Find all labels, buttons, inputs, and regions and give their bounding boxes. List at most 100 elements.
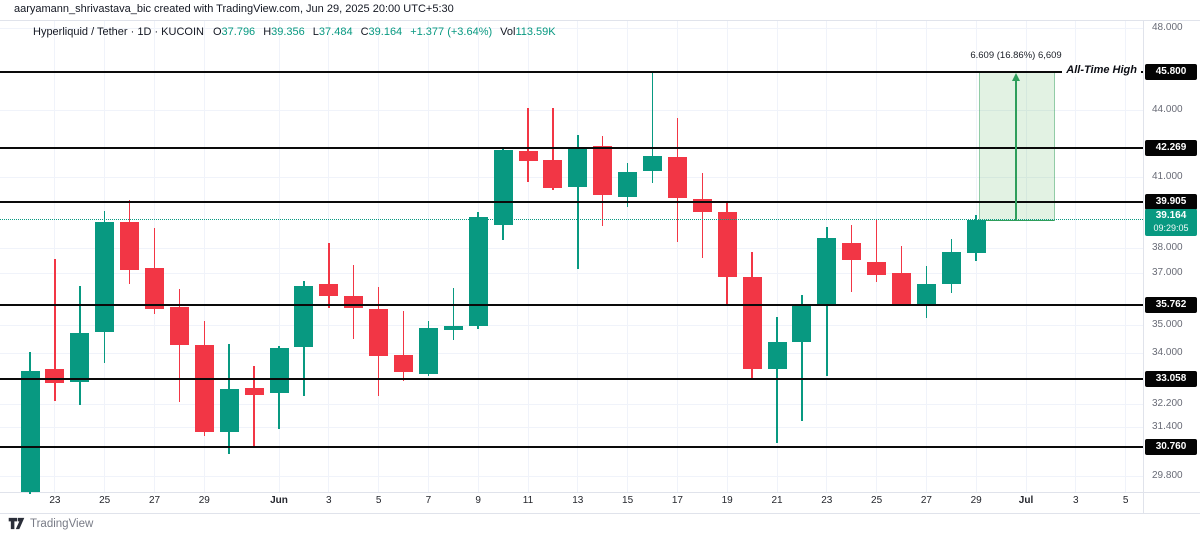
time-axis[interactable]: 23 25 27 29 Jun 3 5 7 9 11 13 15 17 19 21 23 25 27 29 Jul 3 5 (0, 492, 1143, 513)
candle-body (643, 156, 662, 172)
candle-wick (54, 259, 56, 402)
vertical-gridline (427, 21, 429, 492)
price-axis-divider (1143, 21, 1144, 513)
legend-ohlc-token: Vol113.59K (500, 26, 556, 38)
candle-wick (328, 243, 330, 309)
vertical-gridline (378, 21, 380, 492)
candle-body (219, 389, 239, 432)
time-tick-label: 7 (425, 495, 432, 506)
candle-body (892, 273, 911, 305)
candle-body (294, 286, 314, 347)
time-tick-label: 23 (821, 495, 833, 506)
time-tick-label: 13 (572, 495, 584, 506)
candle-body (493, 150, 513, 225)
candle-body (618, 172, 638, 197)
candle-wick (875, 219, 878, 282)
candle-wick (178, 289, 181, 402)
candle-body (45, 368, 65, 383)
candle-body (742, 277, 762, 369)
chart-canvas[interactable]: 6.609 (16.86%) 6,609 All-Time High (0, 21, 1143, 494)
candle-body (867, 261, 887, 275)
candle-wick (651, 72, 654, 183)
projection-arrow-line[interactable] (1015, 80, 1017, 220)
symbol-legend: Hyperliquid / Tether · 1D · KUCOIN O37.7… (33, 24, 556, 40)
legend-ohlc-token: O37.796 (212, 26, 256, 38)
price-tick-label: 32.200 (1152, 397, 1183, 409)
tradingview-logo[interactable]: TradingView (8, 517, 93, 530)
price-level-badge: 42.269 (1145, 139, 1197, 156)
time-tick-label: Jun (270, 495, 288, 506)
time-tick-label: 3 (326, 495, 332, 506)
time-tick-label: 25 (871, 495, 883, 506)
vertical-gridline (278, 21, 280, 492)
vertical-gridline (776, 21, 778, 492)
candle-body (842, 243, 862, 260)
time-tick-label: 15 (622, 495, 634, 506)
candle-wick (402, 311, 405, 381)
symbol-title[interactable]: Hyperliquid / Tether · 1D · KUCOIN (33, 26, 204, 38)
candle-wick (253, 365, 255, 447)
vertical-gridline (1025, 21, 1027, 492)
candle-wick (801, 295, 803, 421)
candle-wick (701, 173, 704, 258)
time-tick-label: 29 (970, 495, 982, 506)
horizontal-gridline (0, 273, 1143, 275)
candle-body (145, 267, 164, 310)
candle-body (792, 305, 812, 342)
legend-ohlc-token: C39.164 (360, 26, 403, 38)
price-level-badge: 30.760 (1145, 438, 1197, 455)
price-level-badge: 35.762 (1145, 297, 1197, 314)
price-level-line[interactable] (0, 304, 1143, 307)
measured-move-label[interactable]: 6.609 (16.86%) 6,609 (970, 50, 1062, 61)
ohlc-values: O37.796 H39.356 L37.484 C39.164 +1.377 (+3.6… (213, 26, 556, 38)
projection-arrow-head-icon (1012, 73, 1021, 82)
attribution-note: aaryamann_shrivastava_bic created with T… (14, 3, 454, 15)
tradingview-logo-icon (8, 517, 25, 530)
vertical-gridline (925, 21, 927, 492)
vertical-gridline (203, 21, 205, 492)
vertical-gridline (1075, 21, 1077, 492)
price-tick-label: 31.400 (1152, 421, 1183, 433)
candle-body (70, 332, 90, 382)
price-level-line[interactable] (0, 445, 1143, 448)
price-level-badge: 33.058 (1145, 370, 1197, 387)
candle-body (269, 347, 289, 393)
vertical-gridline (54, 21, 56, 492)
price-level-badge: 45.800 (1145, 64, 1197, 81)
candle-body (518, 151, 538, 162)
candle-body (194, 344, 214, 432)
candle-body (767, 341, 787, 369)
candle-wick (527, 108, 529, 183)
candle-body (394, 354, 413, 372)
candle-body (319, 284, 339, 297)
price-tick-label: 35.000 (1152, 319, 1183, 331)
time-tick-label: 23 (49, 495, 61, 506)
candle-body (95, 222, 115, 332)
candle-body (20, 370, 40, 493)
all-time-high-label[interactable]: All-Time High (1062, 63, 1141, 78)
candle-body (941, 251, 961, 284)
candle-body (169, 307, 189, 346)
time-tick-label: 21 (771, 495, 783, 506)
horizontal-gridline (0, 28, 1143, 30)
candle-body (817, 237, 837, 305)
vertical-gridline (527, 21, 529, 492)
horizontal-gridline (0, 476, 1143, 478)
price-level-line[interactable] (0, 71, 1143, 74)
candle-body (468, 217, 488, 326)
bar-countdown-timer: 09:29:05 (1153, 222, 1189, 233)
price-level-line[interactable] (0, 146, 1143, 149)
legend-ohlc-token: L37.484 (312, 26, 353, 38)
candle-body (443, 325, 463, 330)
price-tick-label: 41.000 (1152, 170, 1183, 182)
price-level-line[interactable] (0, 201, 1143, 203)
time-tick-label: Jul (1018, 495, 1034, 506)
legend-change: +1.377 (+3.64%) (410, 26, 493, 38)
price-tick-label: 38.000 (1152, 241, 1183, 253)
time-tick-label: 11 (522, 495, 534, 506)
price-range-projection-box[interactable] (978, 72, 1056, 221)
time-tick-label: 5 (375, 495, 382, 506)
price-axis[interactable]: 45.800 42.269 39.905 35.762 33.058 30.760 39.1… (1143, 21, 1200, 492)
price-level-line[interactable] (0, 377, 1143, 380)
horizontal-gridline (0, 403, 1143, 405)
